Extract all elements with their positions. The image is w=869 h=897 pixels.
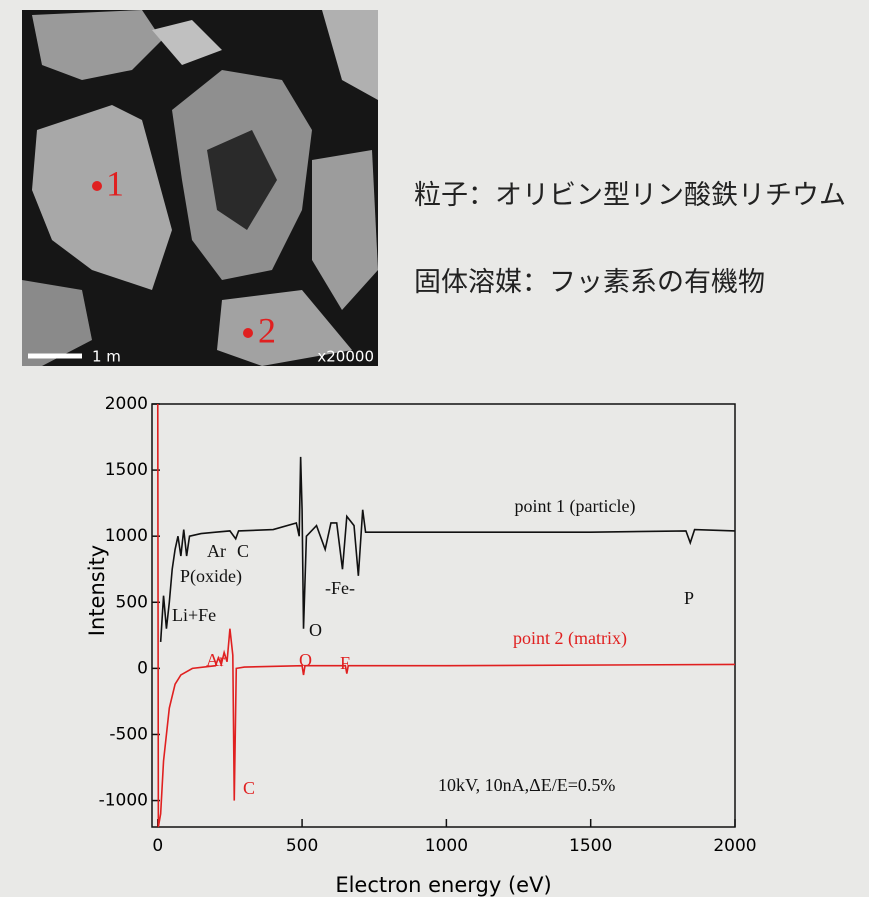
x-tick-label: 0 [152, 836, 163, 856]
y-tick-label: 0 [137, 658, 148, 678]
annotation: P(oxide) [180, 566, 242, 587]
y-tick-label: -500 [109, 724, 148, 744]
annotation: -Fe- [325, 578, 355, 598]
annotation: O [309, 620, 322, 640]
annotation: 10kV, 10nA,ΔE/E=0.5% [438, 775, 615, 795]
y-tick-label: 500 [116, 592, 148, 612]
annotation: Li+Fe [172, 605, 216, 625]
y-tick-label: -1000 [99, 791, 148, 811]
x-axis-label: Electron energy (eV) [335, 873, 551, 897]
annotation: O [299, 650, 312, 670]
annotation: C [243, 778, 255, 798]
x-tick-label: 1500 [569, 836, 612, 856]
annotation: P [684, 588, 694, 608]
y-tick-label: 2000 [105, 394, 148, 414]
series-label: point 1 (particle) [515, 496, 636, 517]
x-tick-label: 1000 [425, 836, 468, 856]
annotation: F [340, 653, 350, 673]
spectrum-line [158, 404, 735, 827]
x-tick-label: 500 [286, 836, 318, 856]
y-tick-label: 1000 [105, 526, 148, 546]
annotation: Ar [206, 650, 225, 670]
slide: 1 m x20000 1 2 粒子：オリビン型リン酸鉄リチウム 固体溶媒：フッ素… [0, 0, 869, 897]
chart: 0 500 1000 1500 2000 -1000 -500 0 500 1000 1500 200… [0, 0, 869, 897]
x-tick-label: 2000 [713, 836, 756, 856]
annotation: Ar [207, 541, 226, 561]
series-label: point 2 (matrix) [513, 628, 627, 649]
y-tick-label: 1500 [105, 460, 148, 480]
plot-frame [152, 404, 735, 827]
annotation: C [237, 541, 249, 561]
y-axis-label: Intensity [85, 545, 109, 636]
